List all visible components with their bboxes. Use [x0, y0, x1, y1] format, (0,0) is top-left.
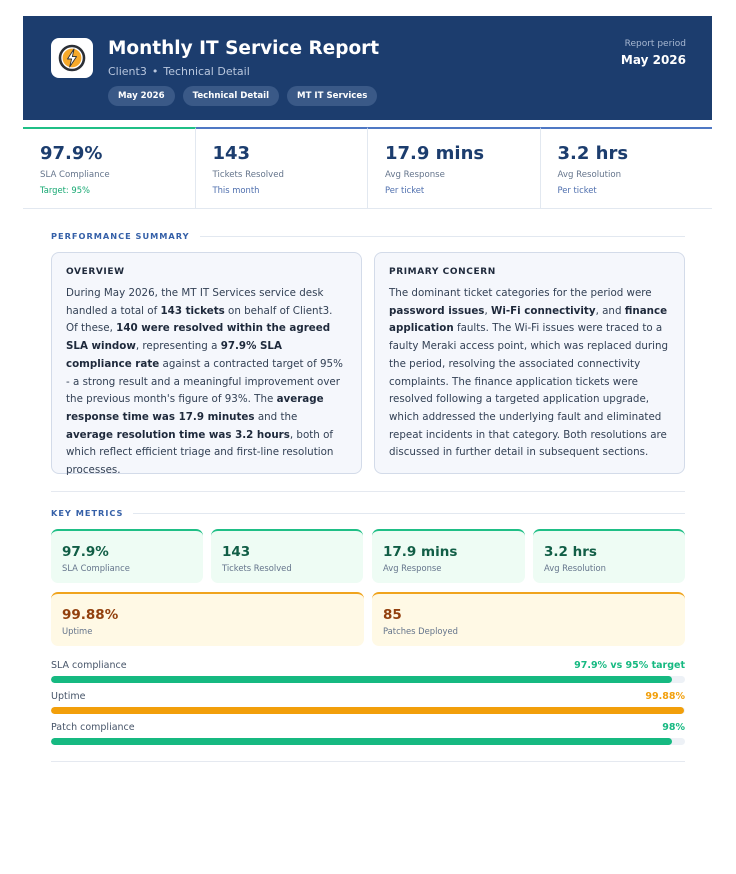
section-divider — [51, 491, 685, 492]
kpi-value: 3.2 hrs — [544, 544, 597, 560]
stat-note: This month — [212, 185, 260, 195]
kpi-value: 143 — [222, 544, 251, 560]
kpi-label: SLA Compliance — [62, 563, 130, 573]
bar-value: 98% — [662, 722, 685, 733]
stat-label: Avg Resolution — [557, 170, 622, 180]
logo — [51, 38, 93, 78]
tag-provider: MT IT Services — [287, 86, 378, 106]
key-metrics-heading: KEY METRICS — [51, 508, 685, 518]
kpi-value: 17.9 mins — [383, 544, 458, 560]
stat-label: Avg Response — [385, 170, 445, 180]
stat-label: SLA Compliance — [40, 170, 110, 180]
concern-text: The dominant ticket categories for the p… — [389, 287, 669, 459]
stat-value: 97.9% — [40, 143, 103, 164]
kpi-label: Avg Resolution — [544, 563, 606, 573]
kpi-value: 99.88% — [62, 607, 119, 623]
period-value: May 2026 — [620, 53, 686, 67]
stat-note: Per ticket — [557, 185, 597, 195]
progress-track — [51, 707, 685, 714]
stat-note: Target: 95% — [40, 185, 91, 195]
bar-value: 99.88% — [645, 691, 685, 702]
tag-list: May 2026 Technical Detail MT IT Services — [108, 86, 378, 106]
report-title: Monthly IT Service Report — [108, 38, 380, 59]
stat-label: Tickets Resolved — [212, 170, 284, 180]
concern-title: PRIMARY CONCERN — [389, 267, 496, 277]
stat-strip: 97.9% SLA Compliance Target: 95% 143 Tic… — [23, 127, 712, 209]
stat-value: 143 — [212, 143, 251, 164]
progress-track — [51, 738, 685, 745]
bar-label: Patch compliance — [51, 722, 135, 733]
stat-note: Per ticket — [385, 185, 425, 195]
kpi-sla-compliance: 97.9% SLA Compliance — [51, 529, 203, 583]
tag-type: Technical Detail — [182, 86, 280, 106]
report-subtitle: Client3 • Technical Detail — [108, 65, 250, 78]
overview-text: During May 2026, the MT IT Services serv… — [66, 287, 343, 477]
kpi-value: 97.9% — [62, 544, 109, 560]
report-header: Monthly IT Service Report Client3 • Techni… — [23, 16, 712, 120]
progress-sla-compliance: SLA compliance 97.9% vs 95% target — [51, 660, 685, 683]
stat-value: 17.9 mins — [385, 143, 485, 164]
kpi-label: Patches Deployed — [383, 626, 458, 636]
kpi-value: 85 — [383, 607, 402, 623]
kpi-avg-resolution: 3.2 hrs Avg Resolution — [533, 529, 685, 583]
kpi-label: Uptime — [62, 626, 93, 636]
section-title: PERFORMANCE SUMMARY — [51, 231, 190, 241]
progress-fill — [51, 738, 673, 745]
stat-response: 17.9 mins Avg Response Per ticket — [368, 127, 541, 208]
lightning-bolt-icon — [58, 44, 86, 72]
period-label: Report period — [624, 39, 686, 49]
stat-sla: 97.9% SLA Compliance Target: 95% — [23, 127, 196, 208]
stat-resolution: 3.2 hrs Avg Resolution Per ticket — [540, 127, 712, 208]
kpi-label: Tickets Resolved — [222, 563, 292, 573]
tag-period: May 2026 — [108, 86, 175, 106]
progress-patch-compliance: Patch compliance 98% — [51, 722, 685, 745]
progress-fill — [51, 707, 685, 714]
kpi-uptime: 99.88% Uptime — [51, 592, 364, 646]
progress-uptime: Uptime 99.88% — [51, 691, 685, 714]
progress-track — [51, 676, 685, 683]
kpi-patches-deployed: 85 Patches Deployed — [372, 592, 685, 646]
overview-title: OVERVIEW — [66, 267, 125, 277]
report-type: Technical Detail — [163, 65, 250, 78]
bar-value: 97.9% vs 95% target — [574, 660, 685, 671]
primary-concern-panel: PRIMARY CONCERN The dominant ticket cate… — [374, 252, 685, 474]
overview-panel: OVERVIEW During May 2026, the MT IT Serv… — [51, 252, 362, 476]
section-title: KEY METRICS — [51, 508, 124, 518]
stat-tickets: 143 Tickets Resolved This month — [195, 127, 368, 208]
kpi-avg-response: 17.9 mins Avg Response — [372, 529, 525, 583]
stat-value: 3.2 hrs — [557, 143, 629, 164]
progress-fill — [51, 676, 672, 683]
section-divider — [51, 761, 685, 762]
bar-label: Uptime — [51, 691, 86, 702]
kpi-tickets-resolved: 143 Tickets Resolved — [211, 529, 363, 583]
performance-summary-heading: PERFORMANCE SUMMARY — [51, 231, 685, 241]
bar-label: SLA compliance — [51, 660, 127, 671]
kpi-label: Avg Response — [383, 563, 442, 573]
client-name: Client3 — [108, 65, 147, 78]
